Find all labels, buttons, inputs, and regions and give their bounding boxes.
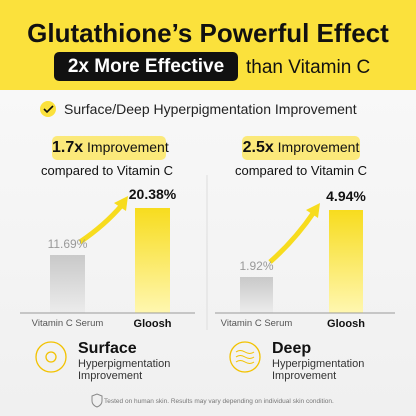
summary-text: Hyperpigmentation Improvement (78, 358, 171, 382)
bar (135, 208, 170, 313)
badge (242, 136, 360, 160)
footer: Tested on human skin. Results may vary d… (104, 398, 334, 405)
sun-icon (45, 351, 57, 363)
item-label: Vitamin C Serum (31, 318, 104, 329)
bar (50, 255, 85, 313)
shield-icon (91, 393, 103, 408)
value-label: 11.69% (47, 237, 88, 251)
arrow-head (306, 203, 320, 218)
subtitle: Surface/Deep Hyperpigmentation Improveme… (64, 101, 357, 117)
bar (240, 277, 273, 313)
value-label: 4.94% (326, 188, 366, 204)
highlight-box (54, 52, 238, 81)
value-label: 1.92% (239, 259, 274, 273)
item-label: Vitamin C Serum (220, 318, 293, 329)
highlight: 2x More Effective (67, 56, 225, 77)
value-label: 20.38% (128, 186, 177, 202)
summary-title: Surface (78, 340, 137, 357)
item-label: Gloosh (327, 318, 365, 330)
title: Glutathione’s Powerful Effect (27, 18, 389, 48)
arrow (268, 210, 317, 264)
title-suffix: than Vitamin C (246, 57, 371, 78)
summary-title: Deep (272, 340, 312, 357)
check-icon (40, 101, 56, 117)
check-mark (43, 105, 54, 114)
badge-value: 1.7x (52, 139, 84, 156)
layers-icon (235, 350, 255, 364)
bar (329, 210, 363, 313)
badge-text: 2.5x Improvement (242, 139, 360, 157)
compare-text: compared to Vitamin C (41, 163, 173, 178)
badge-label: Improvement (277, 139, 360, 155)
badge-text: 1.7x Improvement (52, 139, 169, 157)
item-label: Gloosh (133, 318, 172, 330)
compare-text: compared to Vitamin C (235, 163, 367, 178)
summary-text: Hyperpigmentation Improvement (272, 358, 365, 382)
badge-value: 2.5x (242, 139, 274, 156)
badge-label: Improvement (87, 139, 169, 155)
arrow (78, 203, 124, 245)
arrow-head (114, 196, 128, 211)
layers-icon (229, 341, 261, 373)
sun-icon (35, 341, 67, 373)
badge (52, 136, 166, 160)
